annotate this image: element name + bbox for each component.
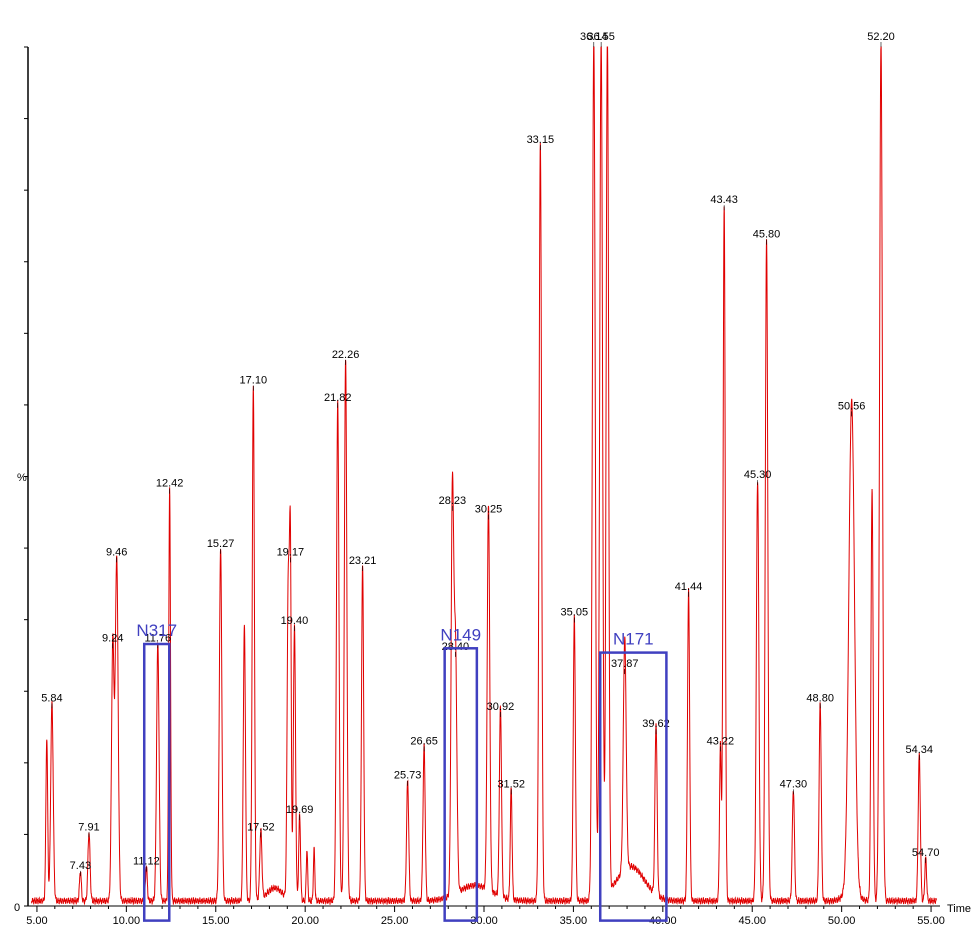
x-tick-label: 50.00 — [828, 915, 856, 927]
peak-label: 17.10 — [240, 375, 268, 387]
highlight-boxes: N317 N149 N171 — [136, 621, 668, 922]
highlight-box-label: N171 — [613, 630, 654, 649]
peak-label: 19.69 — [286, 804, 314, 816]
peak-label: 45.80 — [753, 229, 781, 241]
peak-label: 19.40 — [281, 615, 309, 627]
peak-label: 22.26 — [332, 349, 360, 361]
peak-label: 48.80 — [806, 692, 834, 704]
peak-label: 36.14 — [580, 31, 608, 43]
peak-label: 43.43 — [710, 194, 738, 206]
peak-label: 9.24 — [102, 632, 123, 644]
highlight-box — [443, 647, 479, 922]
peak-label: 11.12 — [133, 856, 160, 868]
peak-label: 33.15 — [527, 134, 555, 146]
peak-label: 7.91 — [78, 821, 99, 833]
x-tick-label: 35.00 — [560, 915, 588, 927]
peak-label: 15.27 — [207, 538, 235, 550]
x-tick-label: 45.00 — [738, 915, 766, 927]
peak-label: 47.30 — [780, 778, 808, 790]
y-zero-label: 0 — [14, 902, 20, 914]
peak-label: 17.52 — [247, 821, 275, 833]
highlight-box-label: N317 — [136, 621, 177, 640]
peak-label: 43.22 — [707, 735, 735, 747]
highlight-box — [598, 651, 668, 922]
peak-label: 25.73 — [394, 770, 422, 782]
y-axis-title: % — [17, 472, 27, 484]
peak-label: 5.84 — [41, 692, 62, 704]
peak-label: 12.42 — [156, 478, 184, 490]
peak-label: 19.17 — [277, 546, 305, 558]
peak-label: 50.56 — [838, 400, 866, 412]
axes — [24, 46, 940, 907]
peak-label: 11.76 — [144, 632, 171, 644]
peak-label: 31.52 — [497, 778, 525, 790]
x-tick-label: 10.00 — [113, 915, 141, 927]
peak-label: 41.44 — [675, 581, 703, 593]
peak-label: 54.34 — [905, 744, 933, 756]
highlight-box — [142, 642, 171, 922]
x-ticks: 5.00 10.00 15.00 20.00 25.00 30.00 35.00 40.00 4… — [26, 906, 945, 927]
peak-label: 35.05 — [561, 607, 589, 619]
peak-label: 28.23 — [439, 495, 467, 507]
peak-label: 45.30 — [744, 469, 772, 481]
x-tick-label: 15.00 — [202, 915, 230, 927]
x-tick-label: 55.00 — [917, 915, 945, 927]
peak-label: 36.55 — [587, 31, 615, 43]
peak-label: 21.82 — [324, 392, 352, 404]
x-tick-label: 20.00 — [291, 915, 319, 927]
peak-label: 26.65 — [410, 735, 438, 747]
peak-label: 52.20 — [867, 31, 895, 43]
peak-labels: 5.84 7.43 7.91 9.24 9.46 11.12 11.76 12.42 15.27… — [41, 31, 939, 876]
peak-label: 7.43 — [70, 860, 91, 872]
x-tick-label: 25.00 — [381, 915, 409, 927]
peak-label: 37.87 — [611, 658, 639, 670]
peak-label: 23.21 — [349, 555, 377, 567]
peak-label: 30.25 — [475, 503, 503, 515]
peak-label: 30.92 — [487, 701, 515, 713]
x-tick-label: 5.00 — [26, 915, 47, 927]
x-axis-title: Time — [947, 903, 971, 915]
peak-label: 28.40 — [442, 641, 470, 653]
peak-label: 39.62 — [642, 718, 670, 730]
peak-label: 54.70 — [912, 847, 940, 859]
chromatogram-trace — [31, 46, 937, 906]
peak-label: 9.46 — [106, 546, 127, 558]
highlight-box-label: N149 — [440, 625, 481, 644]
